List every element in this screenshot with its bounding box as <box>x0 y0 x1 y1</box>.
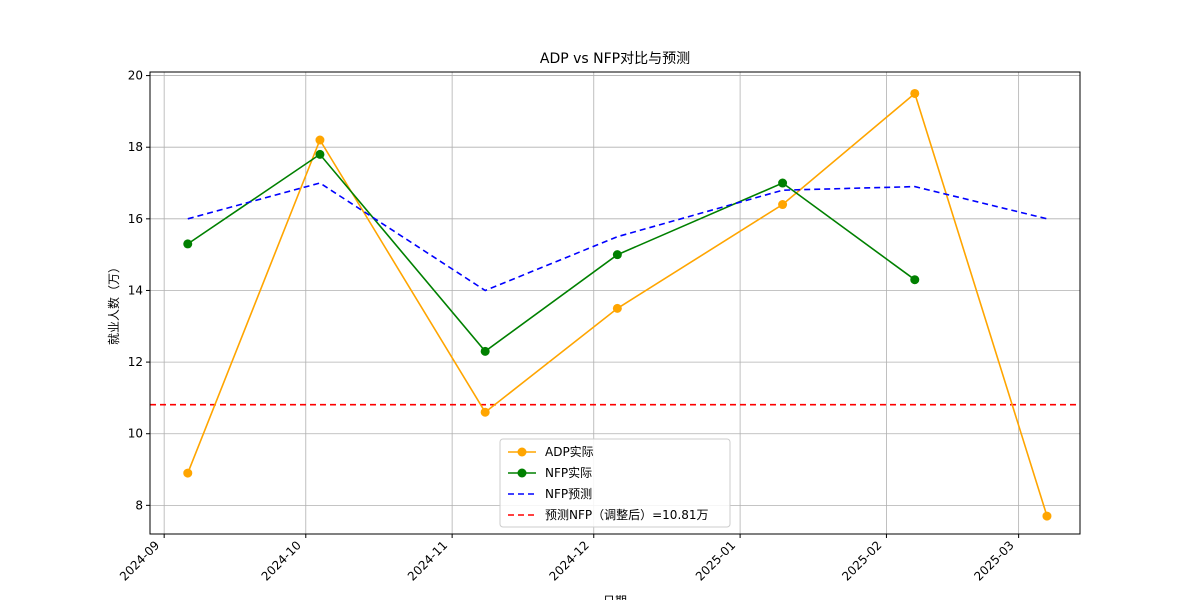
data-point <box>315 149 325 159</box>
legend-label: 预测NFP（调整后）=10.81万 <box>545 507 709 522</box>
x-tick-label: 2025-01 <box>693 538 738 583</box>
data-point <box>315 135 325 145</box>
y-axis-label: 就业人数（万） <box>106 261 121 345</box>
y-tick-label: 14 <box>128 283 143 297</box>
data-point <box>612 303 622 313</box>
y-tick-label: 10 <box>128 427 143 441</box>
y-tick-label: 18 <box>128 140 143 154</box>
x-tick-label: 2024-10 <box>259 538 304 583</box>
data-point <box>778 178 788 188</box>
data-point <box>778 200 788 210</box>
y-tick-label: 12 <box>128 355 143 369</box>
x-tick-label: 2025-03 <box>971 538 1016 583</box>
data-point <box>480 407 490 417</box>
data-point <box>612 250 622 260</box>
series-line <box>187 182 1048 292</box>
data-point <box>183 239 193 249</box>
y-tick-label: 16 <box>128 212 143 226</box>
y-tick-label: 20 <box>128 69 143 83</box>
series-line <box>187 153 916 353</box>
series-layer <box>150 88 1080 521</box>
legend-box <box>499 438 731 528</box>
legend-marker <box>517 468 527 478</box>
data-point <box>1042 511 1052 521</box>
legend-label: NFP实际 <box>545 465 592 480</box>
grid <box>150 72 1080 534</box>
legend-label: ADP实际 <box>545 444 594 459</box>
y-tick-label: 8 <box>135 498 143 512</box>
data-point <box>183 468 193 478</box>
x-tick-label: 2025-02 <box>839 538 884 583</box>
data-point <box>910 275 920 285</box>
legend-marker <box>517 447 527 457</box>
x-tick-label: 2024-12 <box>547 538 592 583</box>
legend-label: NFP预测 <box>545 487 592 501</box>
x-axis-label: 日期 <box>603 594 627 600</box>
chart-title: ADP vs NFP对比与预测 <box>540 51 690 67</box>
x-tick-label: 2024-11 <box>405 538 450 583</box>
plot-frame <box>149 71 1081 535</box>
data-point <box>910 88 920 98</box>
data-point <box>480 346 490 356</box>
x-tick-label: 2024-09 <box>117 538 162 583</box>
